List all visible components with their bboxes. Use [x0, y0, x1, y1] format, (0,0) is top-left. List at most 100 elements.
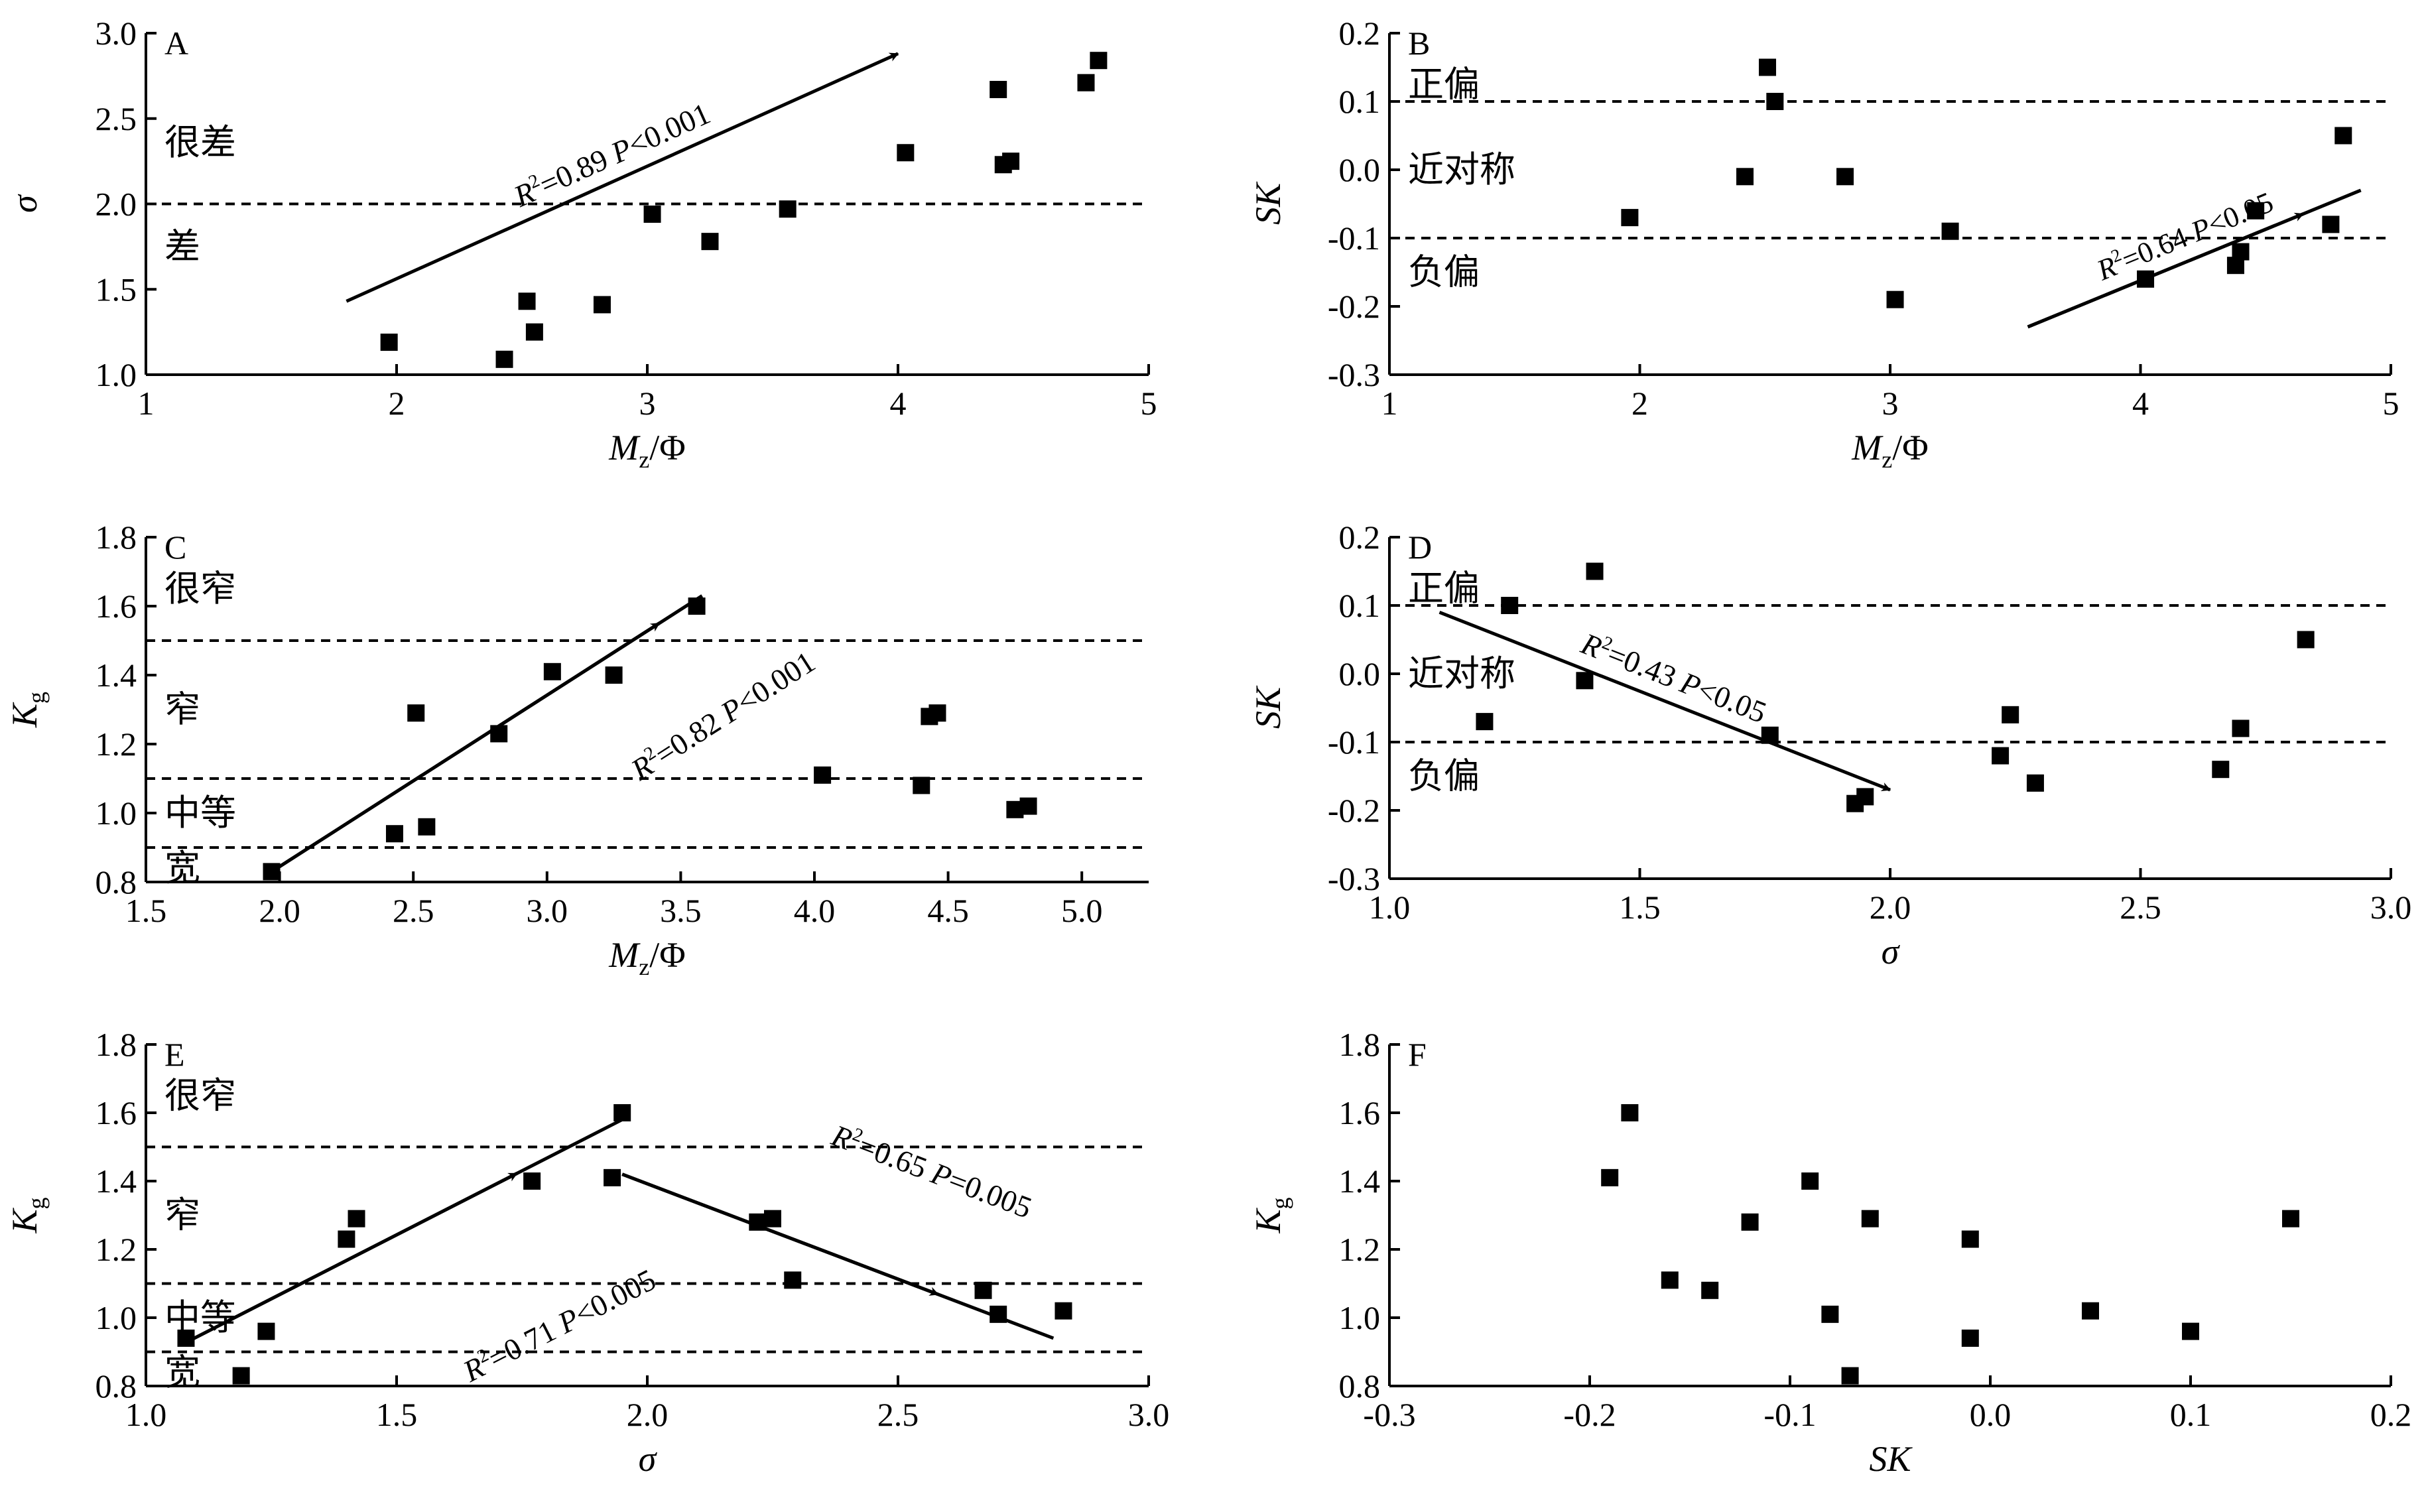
data-point: [338, 1230, 355, 1248]
y-axis-label: SK: [1248, 685, 1288, 729]
data-point: [2232, 243, 2250, 261]
y-tick-label: 0.8: [96, 1367, 137, 1405]
regression-value: =0.71: [483, 1310, 568, 1375]
panel-letter: C: [164, 529, 186, 566]
regression-p-value: =0.005: [944, 1163, 1037, 1225]
data-point: [593, 296, 611, 314]
y-tick-label: 1.8: [96, 1026, 137, 1063]
trend-arrow-head: [2027, 212, 2305, 329]
data-point: [928, 704, 946, 722]
data-point: [1961, 1329, 1979, 1347]
zone-label: 中等: [164, 1298, 236, 1338]
y-tick-label: 1.2: [96, 1231, 137, 1268]
data-point: [518, 292, 536, 310]
y-tick-label: 1.8: [1339, 1026, 1381, 1063]
data-point: [1077, 74, 1095, 92]
data-point: [974, 1281, 992, 1299]
y-tick-label: 0.1: [1339, 587, 1381, 624]
x-tick-label: 3.0: [2370, 889, 2412, 926]
data-point: [643, 205, 661, 223]
panel-letter: B: [1408, 25, 1430, 62]
data-point: [1836, 168, 1854, 186]
y-tick-label: -0.2: [1328, 792, 1380, 829]
x-tick-label: 2.0: [259, 892, 300, 929]
data-point: [1019, 797, 1037, 815]
data-point: [613, 1104, 631, 1121]
regression-p-value: <0.05: [1693, 672, 1771, 729]
x-tick-label: 1.5: [125, 892, 167, 929]
data-point: [2334, 127, 2352, 145]
panel-letter: E: [164, 1036, 185, 1073]
y-label-sub: g: [23, 1197, 50, 1209]
y-axis-label: Kg: [5, 1197, 50, 1233]
y-axis-label: σ: [5, 194, 44, 213]
x-tick-label: 4.5: [927, 892, 969, 929]
data-point: [2247, 202, 2265, 220]
y-tick-label: 0.8: [96, 863, 137, 901]
x-tick-label: 2.0: [627, 1396, 669, 1433]
x-tick-label: -0.3: [1363, 1396, 1415, 1433]
data-point: [913, 777, 930, 794]
data-point: [2082, 1302, 2099, 1320]
trend-arrow-head: [180, 1172, 518, 1347]
regression-value: =0.82: [649, 701, 733, 772]
y-axis-label: Kg: [1248, 1197, 1293, 1233]
data-point: [1759, 58, 1777, 76]
data-point: [701, 233, 719, 251]
data-point: [1002, 153, 1020, 170]
data-point: [418, 818, 436, 836]
data-point: [1992, 747, 2010, 765]
panel-B: -0.3 -0.2 -0.1 0.0 0.1 0.2 1 2 3 4 5 B Mz/Φ SK 正偏近对称负偏…: [1248, 15, 2399, 473]
y-tick-label: 1.4: [96, 657, 137, 694]
zone-label: 宽: [164, 848, 200, 888]
data-point: [380, 334, 398, 351]
data-point: [2182, 1322, 2199, 1340]
data-point: [2232, 720, 2250, 737]
x-label-main: SK: [1869, 1439, 1913, 1479]
x-tick-label: 1.0: [125, 1396, 167, 1433]
data-point: [1621, 209, 1639, 227]
data-point: [604, 1168, 621, 1186]
zone-label: 很差: [164, 123, 236, 162]
x-label-rest: /Φ: [649, 428, 685, 468]
x-tick-label: 3: [639, 385, 656, 422]
x-tick-label: 1: [1381, 385, 1398, 422]
y-tick-label: 3.0: [96, 15, 137, 52]
regression-label: R2=0.82 P<0.001: [624, 644, 821, 787]
y-tick-label: 0.2: [1339, 519, 1381, 556]
trend-arrow: [1438, 610, 1891, 792]
y-tick-label: 2.0: [96, 186, 137, 223]
data-point: [1476, 713, 1494, 731]
y-label-sub: g: [1267, 1197, 1293, 1209]
zone-label: 窄: [164, 1196, 200, 1235]
zone-label: 很窄: [164, 569, 236, 609]
data-point: [2297, 631, 2315, 649]
regression-p-value: <0.005: [569, 1262, 661, 1331]
y-tick-label: 1.0: [96, 794, 137, 832]
y-label-main: K: [5, 1208, 44, 1234]
data-point: [1861, 1210, 1879, 1228]
data-point: [2212, 761, 2230, 779]
x-tick-label: 2.5: [877, 1396, 919, 1433]
zone-label: 很窄: [164, 1076, 236, 1115]
data-point: [543, 662, 561, 680]
x-tick-label: 3.0: [1128, 1396, 1170, 1433]
y-tick-label: 0.1: [1339, 83, 1381, 120]
x-tick-label: 2: [389, 385, 405, 422]
data-point: [764, 1210, 781, 1228]
data-point: [2002, 706, 2019, 724]
y-tick-label: 2.5: [96, 100, 137, 137]
x-tick-label: 1.5: [376, 1396, 418, 1433]
y-tick-label: 0.8: [1339, 1367, 1381, 1405]
x-tick-label: 4: [2132, 385, 2149, 422]
x-tick-label: 3: [1882, 385, 1899, 422]
data-point: [407, 704, 425, 722]
x-tick-label: 4.0: [794, 892, 836, 929]
zone-label: 近对称: [1408, 150, 1515, 190]
panel-E: 0.81.01.21.41.61.81.0 1.5 2.0 2.5 3.0EσKg很窄窄…: [5, 1026, 1169, 1479]
x-label-main: M: [608, 935, 641, 975]
zone-label: 正偏: [1408, 64, 1480, 104]
data-point: [1501, 597, 1519, 614]
x-tick-label: 3.0: [527, 892, 568, 929]
x-tick-label: 2.5: [2120, 889, 2161, 926]
